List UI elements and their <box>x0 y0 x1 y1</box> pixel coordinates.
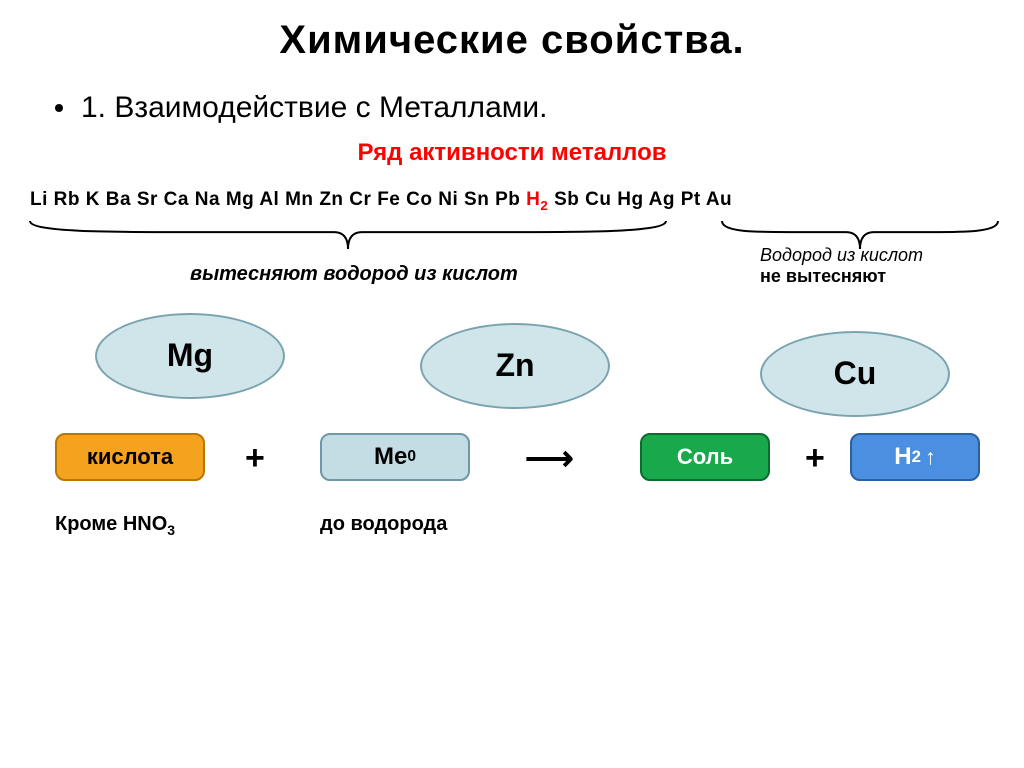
bullet-icon <box>55 104 63 112</box>
ellipses-row: Mg Zn Cu <box>0 313 1024 423</box>
element-ellipse-zn: Zn <box>420 323 610 409</box>
section-row: 1. Взаимодействие с Металлами. <box>55 91 1024 125</box>
series-right: Sb Cu Hg Ag Pt Au <box>548 189 732 210</box>
eq-arrow: ⟶ <box>525 439 574 479</box>
eq-box-h2: H2↑ <box>850 433 980 481</box>
subtitle: Ряд активности металлов <box>0 139 1024 167</box>
series-h2: H2 <box>526 189 548 210</box>
page-title: Химические свойства. <box>0 0 1024 63</box>
equation-row: кислота Me0 Соль H2↑ + ⟶ + <box>0 433 1024 503</box>
eq-box-salt: Соль <box>640 433 770 481</box>
activity-series: Li Rb K Ba Sr Ca Na Mg Al Mn Zn Cr Fe Co… <box>30 189 1024 213</box>
eq-plus1: + <box>245 439 265 478</box>
label-not-displace: Водород из кислот не вытесняют <box>760 245 923 287</box>
eq-plus2: + <box>805 439 825 478</box>
labels-row: вытесняют водород из кислот Водород из к… <box>0 263 1024 303</box>
captions-row: Кроме HNO3 до водорода <box>0 513 1024 553</box>
caption-c2: до водорода <box>320 513 447 536</box>
series-mid: Mn Zn Cr Fe Co Ni Sn Pb <box>279 189 526 210</box>
element-ellipse-cu: Cu <box>760 331 950 417</box>
label-displace: вытесняют водород из кислот <box>190 263 518 286</box>
caption-c1: Кроме HNO3 <box>55 513 175 538</box>
eq-box-metal: Me0 <box>320 433 470 481</box>
series-left: Li Rb K Ba Sr Ca Na Mg Al <box>30 189 279 210</box>
section-text: 1. Взаимодействие с Металлами. <box>81 91 547 125</box>
bracket-left <box>28 215 668 253</box>
eq-box-acid: кислота <box>55 433 205 481</box>
element-ellipse-mg: Mg <box>95 313 285 399</box>
